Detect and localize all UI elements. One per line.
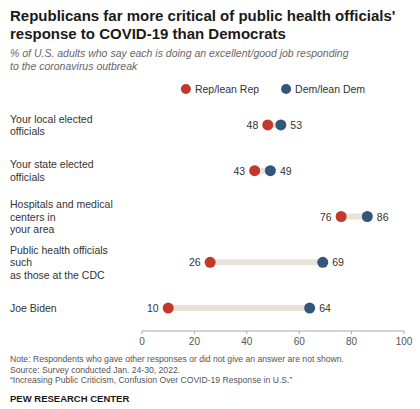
- subtitle-line: % of U.S. adults who say each is doing a…: [10, 47, 349, 59]
- connector: [168, 305, 309, 311]
- x-tick-label: 100: [396, 336, 413, 347]
- x-tick-label: 20: [189, 336, 201, 347]
- x-tick: [351, 331, 352, 334]
- category-label: Public health officialssuchas those at t…: [10, 244, 108, 281]
- data-label: 49: [280, 165, 292, 177]
- footer: PEW RESEARCH CENTER: [10, 393, 129, 404]
- dot: [304, 303, 315, 314]
- x-tick: [194, 331, 195, 334]
- note-line: Source: Survey conducted Jan. 24-30, 202…: [10, 365, 180, 375]
- legend-label: Dem/lean Dem: [295, 83, 365, 95]
- category-label-line: Public health officials: [10, 244, 108, 256]
- connector: [210, 259, 323, 265]
- x-tick-label: 60: [294, 336, 306, 347]
- note: Note: Respondents who gave other respons…: [10, 354, 344, 364]
- legend-marker: [181, 84, 191, 94]
- data-label: 76: [320, 211, 332, 223]
- x-tick: [246, 331, 247, 334]
- data-label: 64: [319, 302, 331, 314]
- category-label: Hospitals and medicalcenters inyour area: [10, 198, 113, 235]
- dot: [265, 165, 276, 176]
- data-label: 53: [290, 119, 302, 131]
- marks: [163, 119, 373, 313]
- category-label-line: such: [10, 256, 32, 268]
- category-label-line: officials: [10, 125, 45, 137]
- title-line: Republicans far more critical of public …: [10, 7, 395, 24]
- dot: [262, 119, 273, 130]
- data-label: 26: [189, 256, 201, 268]
- x-tick-label: 40: [241, 336, 253, 347]
- category-label-line: officials: [10, 171, 45, 183]
- dot: [163, 303, 174, 314]
- x-tick: [299, 331, 300, 334]
- category-label-line: centers in: [10, 211, 56, 223]
- category-label: Your state electedofficials: [10, 158, 94, 183]
- category-label: Joe Biden: [10, 302, 57, 314]
- legend-marker: [281, 84, 291, 94]
- data-label: 43: [233, 165, 245, 177]
- data-labels: 48 53 43 49 76 86 26 69 10 64: [147, 119, 389, 314]
- dot: [317, 257, 328, 268]
- data-label: 10: [147, 302, 159, 314]
- data-label: 86: [377, 211, 389, 223]
- note-line: “Increasing Public Criticism, Confusion …: [10, 375, 292, 385]
- note: Source: Survey conducted Jan. 24-30, 202…: [10, 365, 180, 375]
- legend: Rep/lean Rep Dem/lean Dem: [181, 83, 365, 95]
- dot: [362, 211, 373, 222]
- chart: Republicans far more critical of public …: [0, 0, 420, 409]
- data-label: 48: [247, 119, 259, 131]
- dot: [275, 119, 286, 130]
- note-line: Note: Respondents who gave other respons…: [10, 354, 344, 364]
- subtitle-line: to the coronavirus outbreak: [10, 60, 138, 72]
- category-label-line: Your local elected: [10, 113, 93, 125]
- x-tick-label: 0: [139, 336, 145, 347]
- category-label-line: Joe Biden: [10, 302, 57, 314]
- dot: [336, 211, 347, 222]
- x-tick: [404, 331, 405, 334]
- note: “Increasing Public Criticism, Confusion …: [10, 375, 292, 385]
- x-axis-line: [142, 331, 404, 332]
- dot: [249, 165, 260, 176]
- x-tick-label: 80: [346, 336, 358, 347]
- category-label-line: Your state elected: [10, 158, 94, 170]
- category-label-line: Hospitals and medical: [10, 198, 113, 210]
- category-label-line: your area: [10, 223, 55, 235]
- category-label-line: as those at the CDC: [10, 269, 105, 281]
- title: Republicans far more critical of public …: [10, 7, 395, 42]
- x-tick: [142, 331, 143, 334]
- subtitle: % of U.S. adults who say each is doing a…: [10, 47, 349, 72]
- data-label: 69: [332, 256, 344, 268]
- legend-label: Rep/lean Rep: [195, 83, 259, 95]
- category-label: Your local electedofficials: [10, 113, 93, 137]
- dot: [205, 257, 216, 268]
- background: [0, 0, 420, 409]
- title-line: response to COVID-19 than Democrats: [10, 25, 286, 42]
